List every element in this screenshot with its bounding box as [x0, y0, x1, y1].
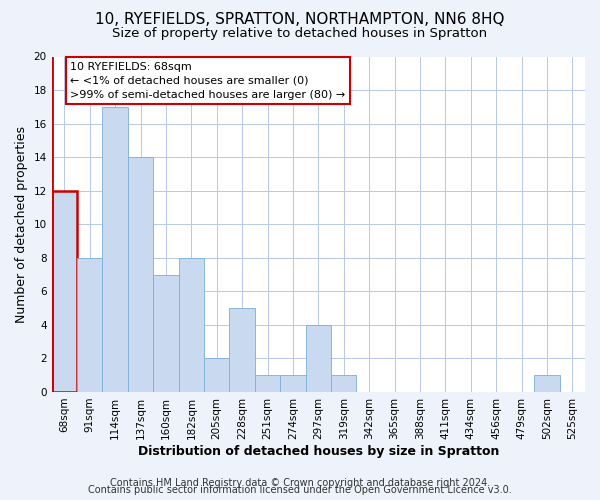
Bar	[229, 308, 255, 392]
Text: Size of property relative to detached houses in Spratton: Size of property relative to detached ho…	[112, 28, 488, 40]
Bar	[534, 375, 560, 392]
Bar	[331, 375, 356, 392]
Bar	[128, 157, 153, 392]
Bar	[204, 358, 229, 392]
Bar	[52, 190, 77, 392]
Y-axis label: Number of detached properties: Number of detached properties	[15, 126, 28, 322]
Bar	[103, 107, 128, 392]
Text: Contains public sector information licensed under the Open Government Licence v3: Contains public sector information licen…	[88, 485, 512, 495]
Bar	[179, 258, 204, 392]
Bar	[77, 258, 103, 392]
X-axis label: Distribution of detached houses by size in Spratton: Distribution of detached houses by size …	[137, 444, 499, 458]
Bar	[280, 375, 305, 392]
Bar	[153, 274, 179, 392]
Bar	[305, 325, 331, 392]
Text: 10, RYEFIELDS, SPRATTON, NORTHAMPTON, NN6 8HQ: 10, RYEFIELDS, SPRATTON, NORTHAMPTON, NN…	[95, 12, 505, 28]
Text: 10 RYEFIELDS: 68sqm
← <1% of detached houses are smaller (0)
>99% of semi-detach: 10 RYEFIELDS: 68sqm ← <1% of detached ho…	[70, 62, 345, 100]
Text: Contains HM Land Registry data © Crown copyright and database right 2024.: Contains HM Land Registry data © Crown c…	[110, 478, 490, 488]
Bar	[255, 375, 280, 392]
